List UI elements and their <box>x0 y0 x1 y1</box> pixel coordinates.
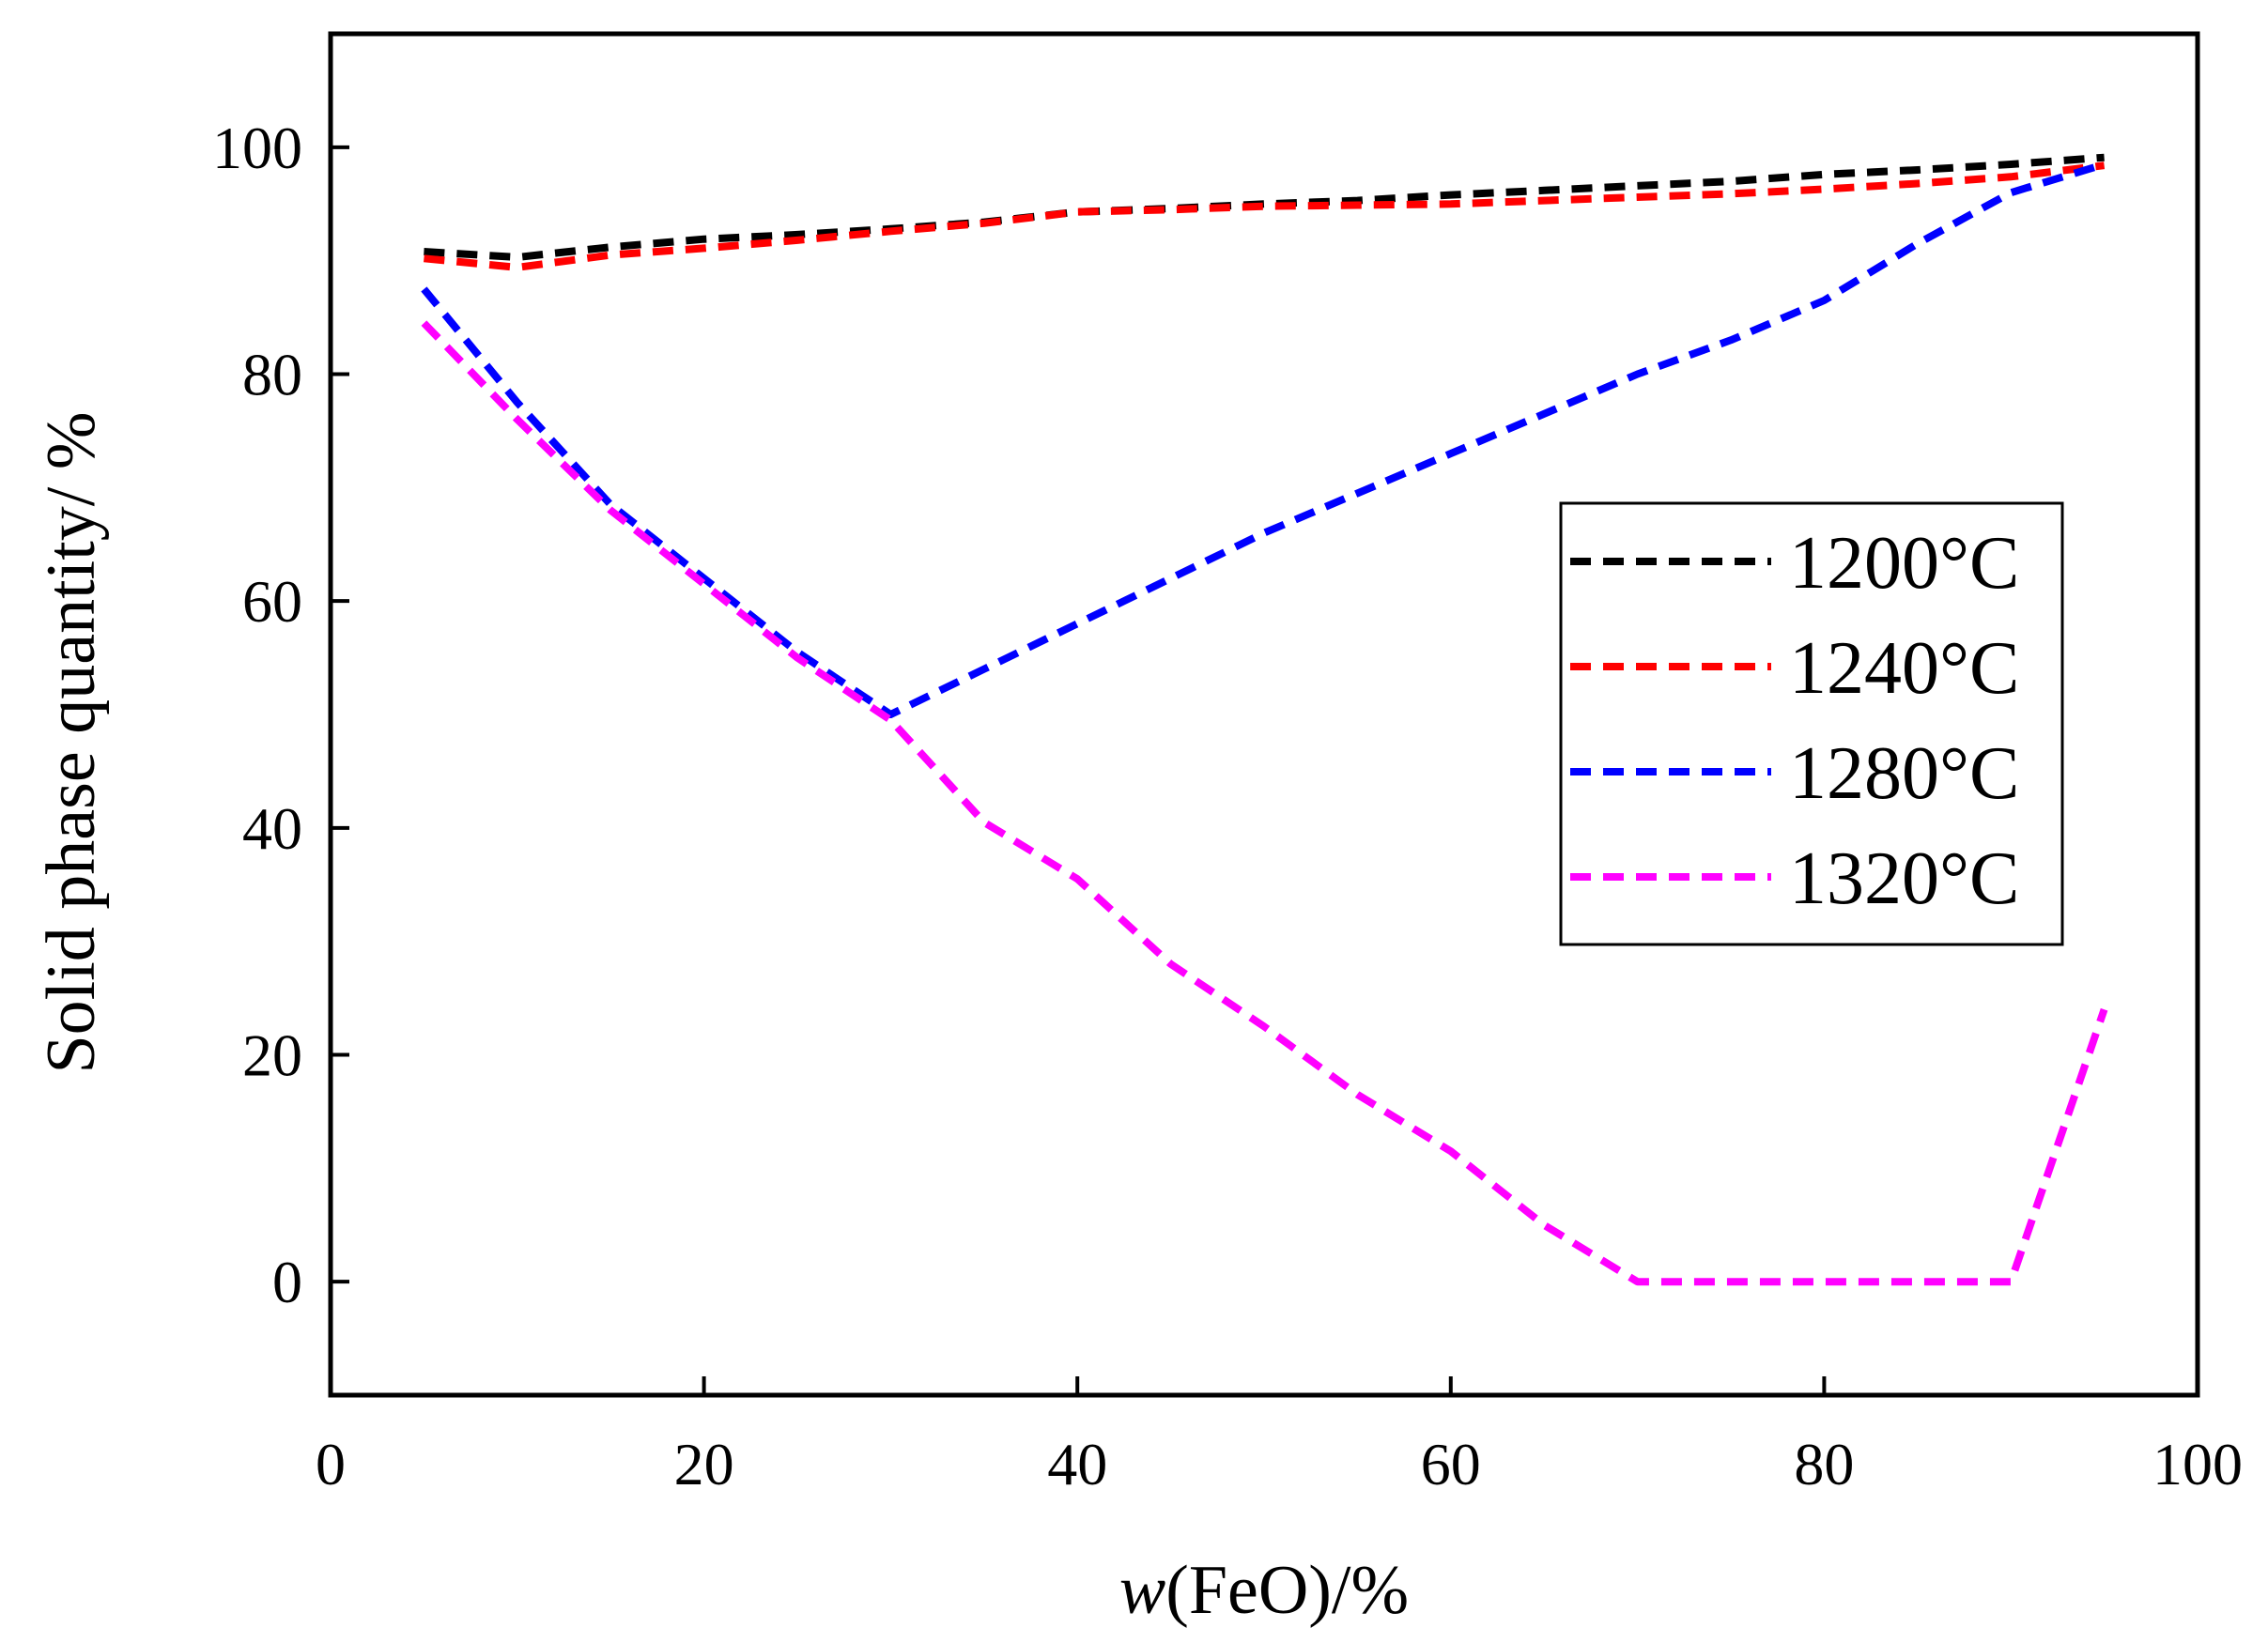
x-tick-label: 20 <box>674 1431 734 1497</box>
y-tick-label: 100 <box>212 115 302 181</box>
y-tick-label: 20 <box>242 1022 302 1089</box>
y-axis-title: Solid phase quantity/ % <box>33 412 110 1074</box>
series-line-1280c <box>421 161 2106 718</box>
x-tick-label: 100 <box>2152 1431 2243 1497</box>
x-axis-title: w(FeO)/% <box>1119 1552 1409 1629</box>
y-tick-label: 0 <box>272 1249 302 1315</box>
series-line-1200c <box>424 153 2105 261</box>
legend-label: 1280°C <box>1789 732 2019 815</box>
x-tick-label: 0 <box>316 1431 346 1497</box>
x-tick-label: 60 <box>1421 1431 1481 1497</box>
y-tick-label: 60 <box>242 568 302 635</box>
series-layer <box>421 153 2108 1286</box>
legend-entry: 1320°C <box>1570 837 2019 920</box>
legend-label: 1320°C <box>1789 837 2019 920</box>
legend-entries: 1200°C 1240°C 1280°C 1320°C <box>1570 522 2019 920</box>
x-tick-label: 40 <box>1047 1431 1107 1497</box>
legend-box <box>1559 501 2064 946</box>
series-line-1320c <box>421 320 2108 1286</box>
tick-layer: 0 20 40 60 80 100 0 20 40 60 80 100 <box>212 115 2243 1497</box>
legend: 1200°C 1240°C 1280°C 1320°C <box>1559 501 2064 946</box>
x-axis-title-rest: (FeO)/% <box>1165 1552 1409 1629</box>
legend-label: 1200°C <box>1789 522 2019 605</box>
series-line-1240c <box>424 161 2106 271</box>
legend-entry: 1280°C <box>1570 732 2019 815</box>
legend-label: 1240°C <box>1789 627 2019 710</box>
y-tick-label: 40 <box>242 795 302 862</box>
y-tick-label: 80 <box>242 342 302 408</box>
legend-entry: 1240°C <box>1570 627 2019 710</box>
legend-entry: 1200°C <box>1570 522 2019 605</box>
x-axis-title-italic: w <box>1119 1552 1165 1629</box>
plot-frame <box>328 31 2200 1398</box>
x-tick-label: 80 <box>1794 1431 1854 1497</box>
